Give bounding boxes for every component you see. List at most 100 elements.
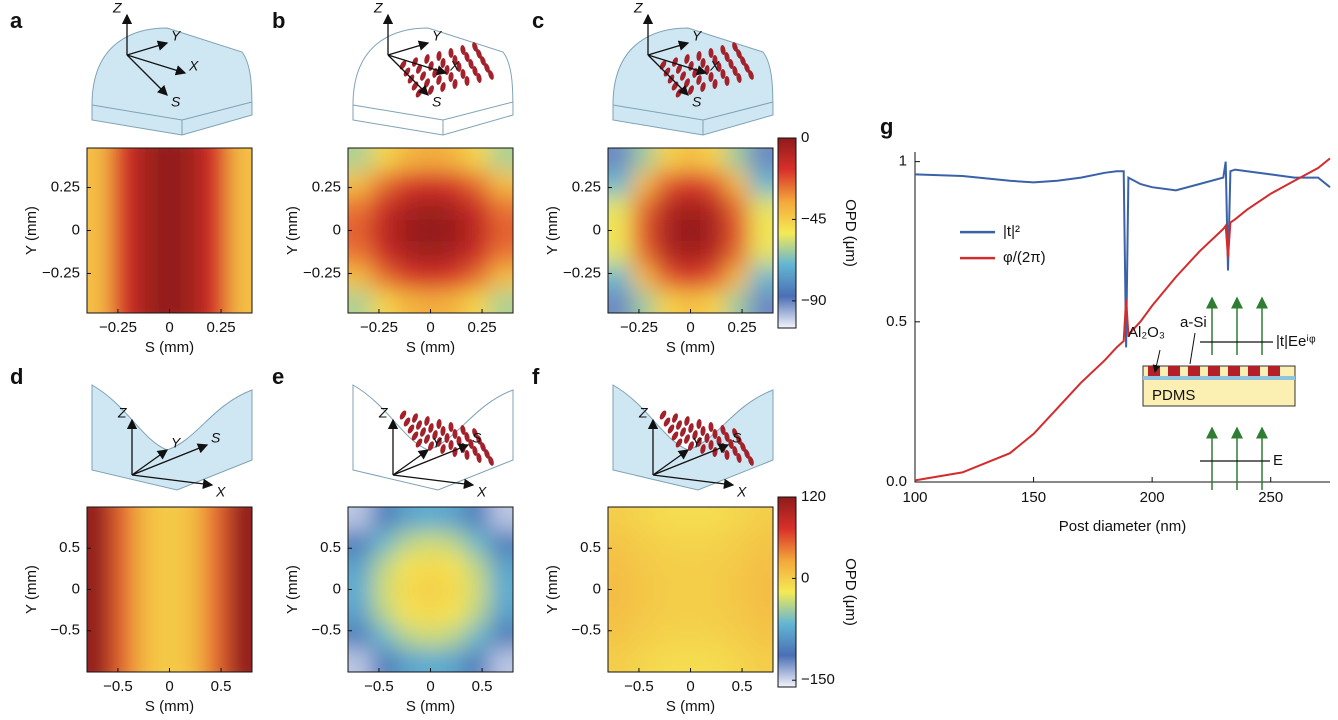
heat-cell bbox=[134, 625, 158, 649]
heat-cell bbox=[228, 266, 272, 290]
heat-cell bbox=[205, 219, 229, 243]
heat-cell bbox=[111, 266, 135, 290]
x-tick-label: 0.5 bbox=[211, 678, 232, 695]
heat-cell bbox=[328, 487, 372, 531]
heat-cell bbox=[489, 266, 533, 290]
heat-cell bbox=[726, 266, 750, 290]
heat-cell bbox=[726, 128, 750, 172]
heat-cell bbox=[67, 195, 111, 219]
heat-cell bbox=[395, 487, 419, 531]
x-axis-label: S (mm) bbox=[145, 698, 194, 715]
y-tick-label: 0.25 bbox=[51, 179, 80, 196]
panel-letter: e bbox=[272, 364, 284, 389]
y-tick-label: −0.5 bbox=[311, 622, 341, 639]
heat-cell bbox=[702, 625, 726, 649]
heat-cell bbox=[111, 242, 135, 266]
x-tick-label: 0 bbox=[165, 678, 173, 695]
nanopost bbox=[427, 423, 434, 434]
x-tick-label: −0.25 bbox=[620, 319, 658, 336]
heat-cell bbox=[466, 172, 490, 196]
y-tick-label: 0 bbox=[333, 580, 341, 597]
heat-cell bbox=[228, 195, 272, 219]
heat-cell bbox=[489, 554, 533, 578]
heat-cell bbox=[205, 242, 229, 266]
illustration-label: Z bbox=[633, 0, 643, 16]
x-tick-label: 0.25 bbox=[727, 319, 756, 336]
figure: aZYXS−0.2500.25−0.2500.25S (mm)Y (mm)bZY… bbox=[0, 0, 1338, 720]
heat-cell bbox=[372, 531, 396, 555]
heat-cell bbox=[442, 219, 466, 243]
heat-cell bbox=[632, 242, 656, 266]
heat-cell bbox=[134, 195, 158, 219]
heat-cell bbox=[395, 266, 419, 290]
heat-cell bbox=[588, 487, 632, 531]
heat-cell bbox=[466, 625, 490, 649]
heat-cell bbox=[181, 554, 205, 578]
cells bbox=[67, 487, 273, 693]
heat-cell bbox=[67, 487, 111, 531]
legend-label: |t|² bbox=[1003, 223, 1020, 240]
heat-cell bbox=[442, 554, 466, 578]
nanopost bbox=[683, 416, 690, 427]
x-tick-label: 0.5 bbox=[732, 678, 753, 695]
heat-cell bbox=[67, 128, 111, 172]
colorbar bbox=[778, 138, 796, 328]
heat-cell bbox=[372, 554, 396, 578]
cells bbox=[588, 487, 794, 693]
heat-cell bbox=[372, 266, 396, 290]
heat-cell bbox=[419, 601, 443, 625]
colorbar-label: OPD (μm) bbox=[842, 558, 859, 626]
heat-cell bbox=[205, 266, 229, 290]
heat-cell bbox=[395, 128, 419, 172]
heat-cell bbox=[158, 242, 182, 266]
heat-cell bbox=[181, 266, 205, 290]
heat-cell bbox=[655, 195, 679, 219]
y-tick-label: 0 bbox=[72, 580, 80, 597]
colorbar-label: OPD (μm) bbox=[842, 199, 859, 267]
heat-cell bbox=[466, 266, 490, 290]
heat-cell bbox=[395, 648, 419, 692]
heat-cell bbox=[228, 172, 272, 196]
heat-cell bbox=[158, 219, 182, 243]
heat-cell bbox=[205, 172, 229, 196]
heat-cell bbox=[726, 172, 750, 196]
heat-cell bbox=[702, 487, 726, 531]
heat-cell bbox=[205, 625, 229, 649]
heat-cell bbox=[372, 172, 396, 196]
y-axis-label: Y (mm) bbox=[284, 565, 301, 614]
heat-cell bbox=[655, 625, 679, 649]
x-tick-label: 100 bbox=[902, 489, 927, 506]
heat-cell bbox=[134, 128, 158, 172]
y-tick-label: −0.5 bbox=[50, 622, 80, 639]
illustration: ZYXS bbox=[92, 0, 252, 135]
heat-cell bbox=[372, 242, 396, 266]
heat-cell bbox=[702, 554, 726, 578]
heat-cell bbox=[158, 487, 182, 531]
y-tick-label: 0.0 bbox=[886, 473, 907, 490]
heat-cell bbox=[419, 554, 443, 578]
heat-cell bbox=[228, 128, 272, 172]
heat-cell bbox=[181, 242, 205, 266]
heat-cell bbox=[442, 242, 466, 266]
inset-label: PDMS bbox=[1152, 387, 1195, 404]
x-tick-label: 0.5 bbox=[472, 678, 493, 695]
x-tick-label: 0.25 bbox=[467, 319, 496, 336]
illustration-label: S bbox=[171, 94, 181, 110]
heat-cell bbox=[395, 578, 419, 602]
heat-cell bbox=[158, 195, 182, 219]
illustration: ZYSX bbox=[353, 385, 513, 500]
heat-cell bbox=[489, 128, 533, 172]
heat-cell bbox=[466, 195, 490, 219]
heatmap bbox=[328, 487, 534, 693]
heat-cell bbox=[588, 128, 632, 172]
x-axis-label: S (mm) bbox=[666, 698, 715, 715]
heat-cell bbox=[395, 172, 419, 196]
heat-cell bbox=[679, 266, 703, 290]
heat-cell bbox=[134, 487, 158, 531]
heat-cell bbox=[111, 554, 135, 578]
heat-cell bbox=[632, 531, 656, 555]
heat-cell bbox=[228, 531, 272, 555]
heat-cell bbox=[134, 289, 158, 333]
x-tick-label: −0.5 bbox=[364, 678, 394, 695]
heat-cell bbox=[372, 128, 396, 172]
